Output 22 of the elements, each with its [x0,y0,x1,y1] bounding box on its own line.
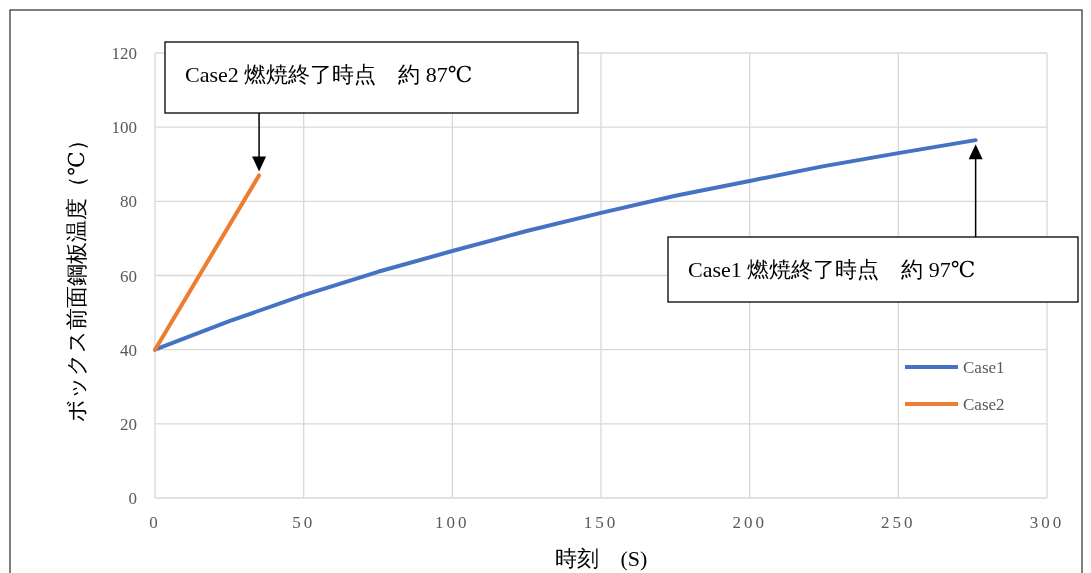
y-tick-label: 120 [111,44,137,63]
annotation: Case2 燃焼終了時点 約 87℃ [185,62,473,87]
legend-label: Case1 [963,358,1005,377]
y-tick-label: 40 [120,340,137,360]
x-tick-label: 200 [732,513,767,532]
x-tick-label: 250 [881,513,916,532]
y-tick-label: 80 [120,192,137,212]
x-tick-label: 100 [435,513,470,532]
x-tick-label: 0 [149,513,161,532]
annotation: Case1 燃焼終了時点 約 97℃ [688,257,976,282]
x-tick-label: 300 [1029,513,1065,532]
annotation: Case1 燃焼終了時点 約 97℃ [667,236,1079,303]
x-tick-label: 150 [583,513,619,532]
y-tick-label: 60 [120,266,137,286]
y-tick-label: 100 [111,118,137,138]
y-tick-label: 0 [128,489,137,508]
y-axis-title: ボックス前面鋼板温度（℃） [64,129,89,422]
y-tick-label: 20 [120,414,137,434]
x-tick-label: 50 [292,513,316,532]
legend-label: Case2 [963,395,1005,414]
x-axis-title: 時刻 (S) [554,546,648,571]
annotation: Case2 燃焼終了時点 約 87℃ [164,41,579,114]
